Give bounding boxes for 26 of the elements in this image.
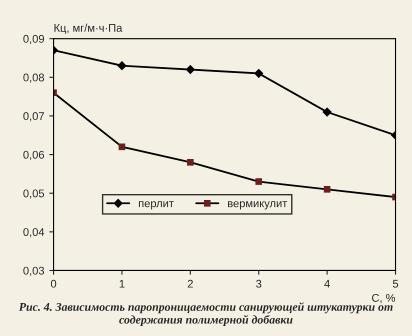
point [324,186,330,193]
y-axis-title: Кц, мг/м·ч·Па [54,24,122,34]
y-tick-label: 0,03 [23,266,44,276]
x-tick-label: 4 [324,280,330,288]
point [118,61,126,70]
y-tick-label: 0,09 [23,34,44,44]
y-tick-label: 0,07 [23,112,44,122]
legend-label: перлит [138,201,174,210]
y-tick-label: 0,05 [23,189,44,199]
text: Рис. 4. Зависимость паропроницаемости санирующей штукатурки от содержания полимерной добавки [18,302,393,326]
x-tick-label: 3 [256,280,262,288]
x-tick-label: 2 [188,280,193,288]
y-tick-label: 0,04 [23,228,44,238]
y-tick-label: 0,08 [23,74,44,83]
point [187,158,194,166]
point [254,68,264,78]
x-axis-title: С, % [372,294,396,304]
y-tick-label: 0,06 [23,150,44,160]
point [118,144,126,150]
point [322,108,332,117]
point [255,178,262,185]
x-tick-label: 0 [50,280,56,288]
legend-label: вермикулит [228,201,288,210]
x-tick-label: 5 [392,280,398,288]
x-tick-label: 1 [120,280,124,288]
point [186,65,195,74]
